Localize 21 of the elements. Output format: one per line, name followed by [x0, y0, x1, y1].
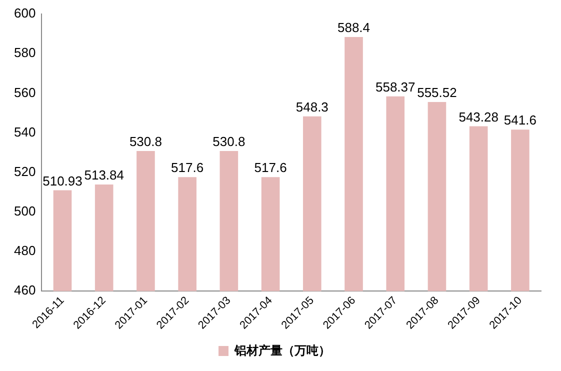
data-label: 517.6: [254, 160, 287, 176]
y-tick-label: 560: [14, 84, 36, 100]
data-label: 548.3: [296, 99, 328, 114]
data-label: 555.52: [417, 85, 457, 100]
data-label: 530.8: [129, 134, 162, 150]
legend-label: 铝材产量（万吨）: [234, 343, 330, 358]
data-label: 510.93: [42, 173, 82, 188]
data-label: 588.4: [337, 20, 370, 36]
y-tick-label: 460: [14, 282, 36, 298]
data-label: 541.6: [504, 112, 536, 128]
y-tick-label: 480: [14, 243, 36, 258]
y-tick-label: 600: [14, 6, 36, 21]
data-label: 517.6: [171, 160, 204, 176]
y-tick-label: 520: [14, 164, 36, 179]
data-label: 530.8: [212, 134, 246, 150]
data-label: 543.28: [458, 109, 498, 124]
data-label: 558.37: [375, 79, 416, 94]
y-tick-label: 500: [14, 204, 36, 219]
data-label: 513.84: [84, 168, 124, 183]
y-tick-label: 540: [14, 124, 36, 140]
y-tick-label: 580: [14, 45, 36, 60]
